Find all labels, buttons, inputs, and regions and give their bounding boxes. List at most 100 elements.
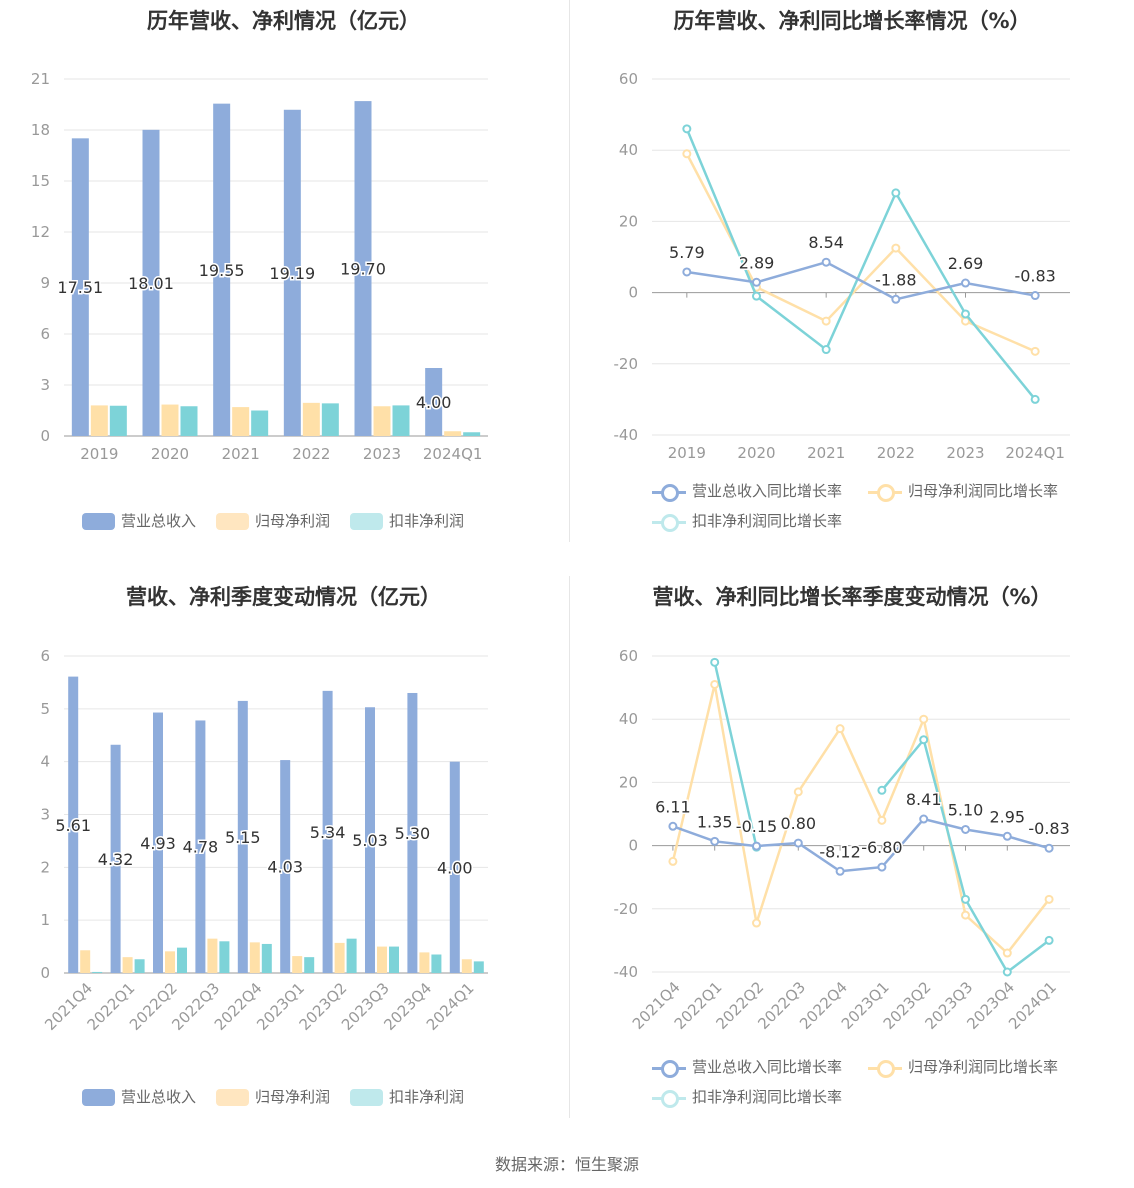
legend-item-deducted-growth[interactable]: 扣非净利润同比增长率 [652,510,843,532]
bar-deducted [177,947,187,973]
bar-deducted [219,941,230,973]
bar-revenue [213,103,231,437]
point-value-label: 6.11 [655,797,691,816]
bar-revenue [449,761,460,973]
point-value-label: -6.80 [861,838,902,857]
data-point [752,841,761,851]
data-point [891,294,901,304]
bar-revenue [237,700,248,973]
y-tick-label: 20 [619,212,638,230]
data-point [961,894,970,904]
legend-label: 归母净利润同比增长率 [908,1058,1059,1076]
quarterly-bar-chart: 01234565.612021Q44.322022Q14.932022Q24.7… [40,647,488,1034]
legend-item-deducted[interactable]: 扣非净利润 [350,510,464,531]
bar-value-label: 19.70 [340,260,386,279]
data-point [1030,394,1040,404]
panel-title: 历年营收、净利同比增长率情况（%） [673,9,1031,33]
point-value-label: -0.83 [1014,267,1055,286]
point-value-label: -0.83 [1028,819,1069,838]
bar-deducted [463,432,481,436]
data-point [835,724,845,734]
x-tick-label: 2019 [668,444,706,462]
bar-deducted [346,938,357,973]
panel-title: 营收、净利季度变动情况（亿元） [126,585,441,609]
point-value-label: 2.89 [739,253,775,272]
y-tick-label: 60 [619,70,638,88]
bar-netprofit [377,946,387,973]
revenue-swatch-icon [82,1089,115,1106]
legend-label: 归母净利润 [255,1088,331,1106]
data-point [877,785,887,795]
series-line-revenue [686,260,1036,301]
bar-value-label: 4.93 [140,834,176,853]
legend-item-deducted-growth[interactable]: 扣非净利润同比增长率 [652,1086,842,1108]
quarterly-line-legend: 营业总收入同比增长率 归母净利润同比增长率 扣非净利润同比增长率 [570,1056,1134,1116]
data-point [961,910,970,920]
x-tick-label: 2020 [737,444,775,462]
bar-value-label: 5.61 [55,816,91,835]
bar-netprofit [90,405,108,436]
point-value-label: 5.79 [669,243,705,262]
data-point [877,815,887,825]
data-point [710,836,720,846]
legend-item-netprofit-growth[interactable]: 归母净利润同比增长率 [868,480,1058,502]
legend-label: 扣非净利润同比增长率 [692,512,843,530]
legend-item-netprofit-growth[interactable]: 归母净利润同比增长率 [868,1056,1059,1078]
bar-netprofit [165,951,175,973]
point-value-label: 8.54 [808,233,844,252]
y-tick-label: 12 [31,223,50,241]
bar-deducted [134,959,145,973]
annual-growth-panel: 历年营收、净利同比增长率情况（%） -40 -20 0 20 40 60 2019 2020 2… [570,0,1134,560]
legend-item-revenue[interactable]: 营业总收入 [82,510,196,531]
legend-item-revenue-growth[interactable]: 营业总收入同比增长率 [652,480,842,502]
point-value-label: 1.35 [697,812,733,831]
x-tick-label: 2021 [807,444,845,462]
bar-revenue [68,676,79,973]
legend-label: 归母净利润 [255,512,331,530]
bar-netprofit [461,959,472,973]
bar-value-label: 4.03 [267,858,303,877]
data-point [919,814,929,824]
bar-value-label: 4.00 [416,393,452,412]
data-point [668,856,678,866]
bar-netprofit [207,938,218,973]
x-tick-label: 2024Q1 [423,445,483,463]
y-tick-label: -20 [614,900,639,918]
bar-deducted [473,961,484,973]
x-tick-label: 2023 [363,445,401,463]
legend-item-revenue[interactable]: 营业总收入 [82,1086,196,1107]
y-tick-label: 5 [40,700,50,718]
annual-line-legend: 营业总收入同比增长率 归母净利润同比增长率 扣非净利润同比增长率 [570,480,1134,540]
data-point [793,787,803,797]
legend-item-netprofit[interactable]: 归母净利润 [216,510,330,531]
bar-deducted [392,405,410,436]
bar-netprofit [444,431,462,436]
point-value-label: 2.69 [948,254,984,273]
data-point [835,866,845,876]
series-line-netprofit [685,153,1036,353]
y-tick-label: 21 [31,70,50,88]
legend-item-deducted[interactable]: 扣非净利润 [350,1086,464,1107]
bar-value-label: 4.00 [437,858,473,877]
quarterly-bar-legend: 营业总收入 归母净利润 扣非净利润 [0,1086,567,1110]
bar-value-label: 4.78 [183,838,219,857]
x-tick-label: 2020 [151,445,189,463]
netprofit-line-icon [868,1059,902,1078]
bar-revenue [322,690,333,973]
legend-item-netprofit[interactable]: 归母净利润 [216,1086,330,1107]
annual-line-chart: -40 -20 0 20 40 60 2019 2020 2021 2022 2023 2024Q1 5… [614,70,1070,462]
legend-item-revenue-growth[interactable]: 营业总收入同比增长率 [652,1056,842,1078]
legend-label: 营业总收入 [121,512,197,530]
bar-deducted [251,410,269,436]
data-point [682,124,692,134]
bar-deducted [261,943,272,973]
bar-revenue [142,129,160,436]
bar-value-label: 17.51 [57,278,103,297]
x-tick-label: 2022 [292,445,330,463]
y-tick-label: 4 [40,753,50,771]
legend-label: 营业总收入 [121,1088,197,1106]
bar-value-label: 5.34 [310,823,346,842]
data-point [1030,346,1040,356]
y-tick-label: 0 [628,284,638,302]
data-point [710,657,720,667]
